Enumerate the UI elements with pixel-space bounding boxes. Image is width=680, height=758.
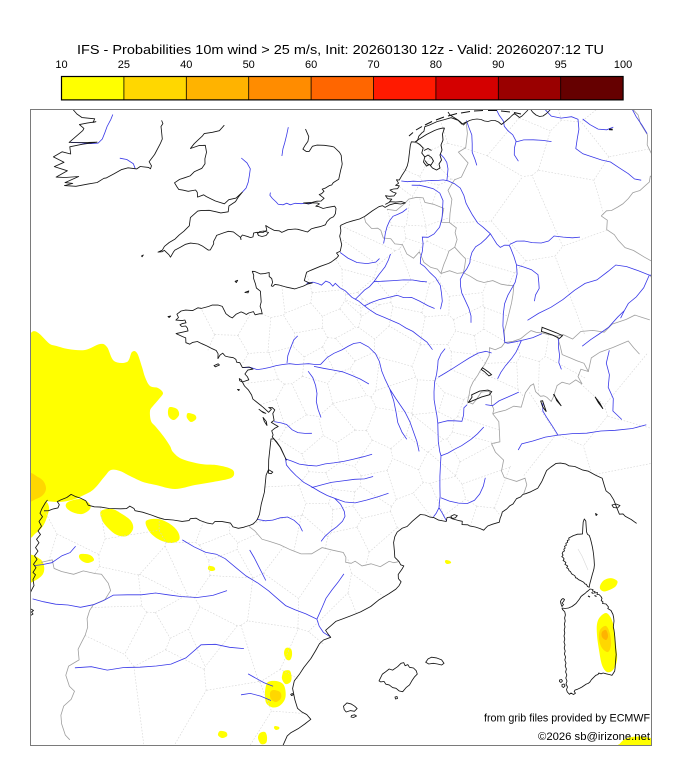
svg-text:40: 40: [180, 59, 192, 71]
svg-text:25: 25: [118, 59, 130, 71]
svg-text:10: 10: [55, 59, 67, 71]
svg-text:60: 60: [305, 59, 317, 71]
svg-text:90: 90: [492, 59, 504, 71]
svg-text:IFS - Probabilities 10m wind >: IFS - Probabilities 10m wind > 25 m/s, I…: [77, 42, 604, 57]
svg-text:50: 50: [243, 59, 255, 71]
svg-text:©2026 sb@irizone.net: ©2026 sb@irizone.net: [538, 731, 651, 743]
svg-text:95: 95: [555, 59, 567, 71]
svg-text:80: 80: [430, 59, 442, 71]
svg-text:100: 100: [614, 59, 632, 71]
svg-text:70: 70: [367, 59, 379, 71]
svg-text:from grib files provided by EC: from grib files provided by ECMWF: [484, 713, 650, 725]
